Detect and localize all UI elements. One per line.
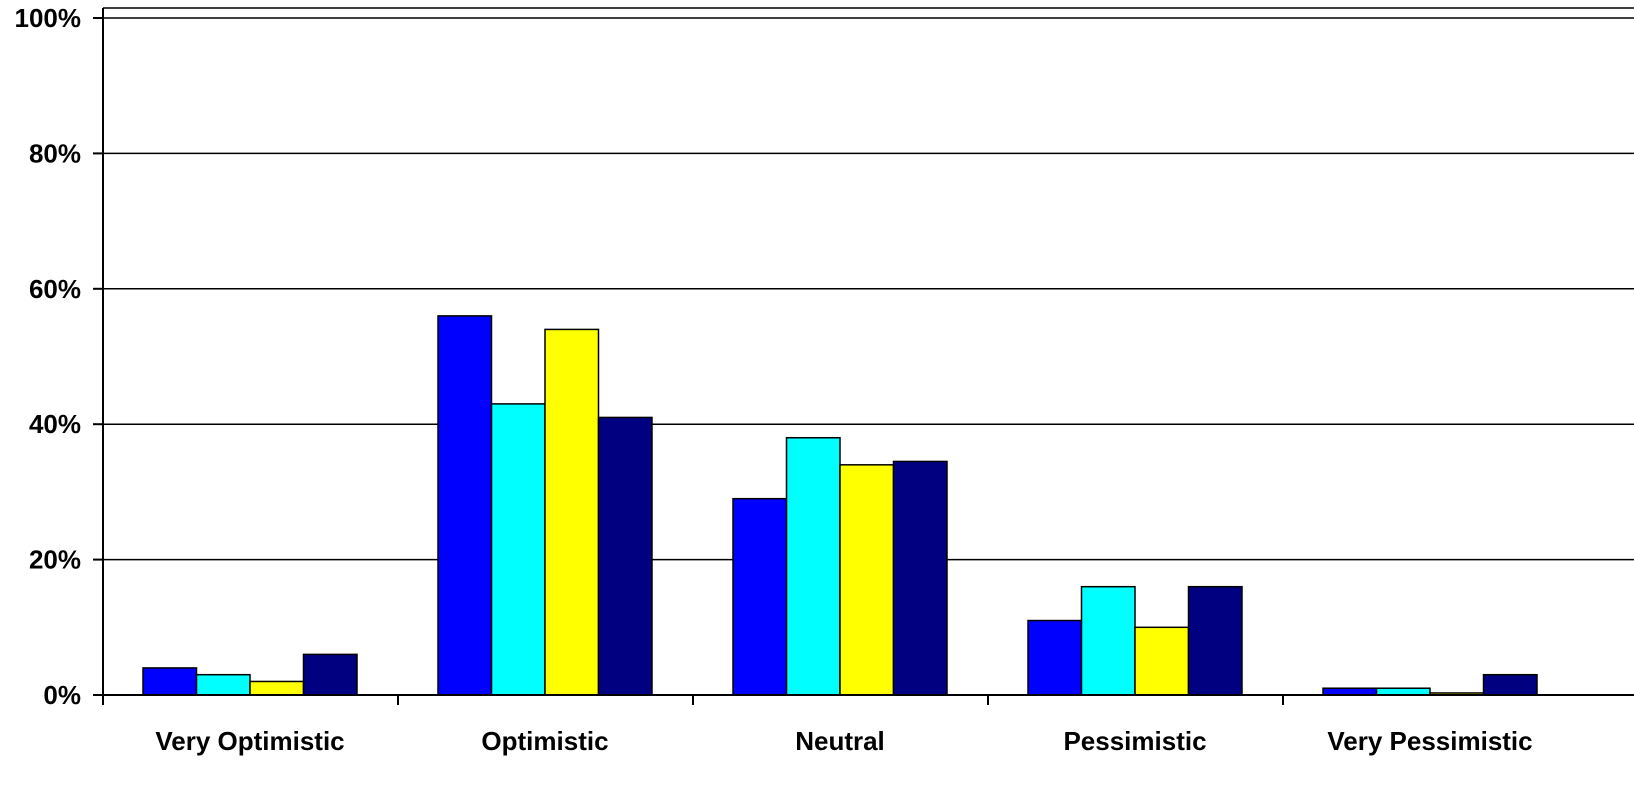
bar [732, 497, 788, 696]
bar [1027, 619, 1083, 696]
y-tick-label: 0% [43, 680, 81, 710]
bar [142, 667, 198, 696]
bar [892, 460, 948, 696]
bar [1080, 585, 1136, 696]
bar [839, 464, 895, 696]
x-axis-ticks: Very Optimistic Optimistic Neutral Pessimis… [155, 695, 1533, 756]
bar [785, 436, 841, 696]
bar [597, 416, 653, 696]
y-tick-label: 100% [15, 3, 82, 33]
bar [1375, 687, 1431, 696]
bar [1187, 585, 1243, 696]
bar [302, 653, 358, 696]
bar [249, 680, 305, 696]
bar [437, 315, 493, 696]
bar [195, 673, 251, 696]
y-tick-label: 80% [29, 138, 81, 168]
bar [490, 403, 546, 696]
gridlines [103, 7, 1634, 561]
y-tick-label: 40% [29, 409, 81, 439]
x-category-label: Neutral [795, 726, 885, 756]
bar [1322, 687, 1378, 696]
axes [93, 8, 1634, 705]
y-tick-label: 20% [29, 545, 81, 575]
bar [544, 328, 600, 696]
x-category-label: Optimistic [481, 726, 608, 756]
y-axis-ticks: 0% 20% 40% 60% 80% 100% [15, 3, 103, 710]
bar [1482, 673, 1538, 696]
y-tick-label: 60% [29, 274, 81, 304]
bars [142, 315, 1538, 696]
x-category-label: Very Pessimistic [1327, 726, 1532, 756]
x-category-label: Pessimistic [1063, 726, 1206, 756]
bar [1134, 626, 1190, 696]
x-category-label: Very Optimistic [155, 726, 344, 756]
